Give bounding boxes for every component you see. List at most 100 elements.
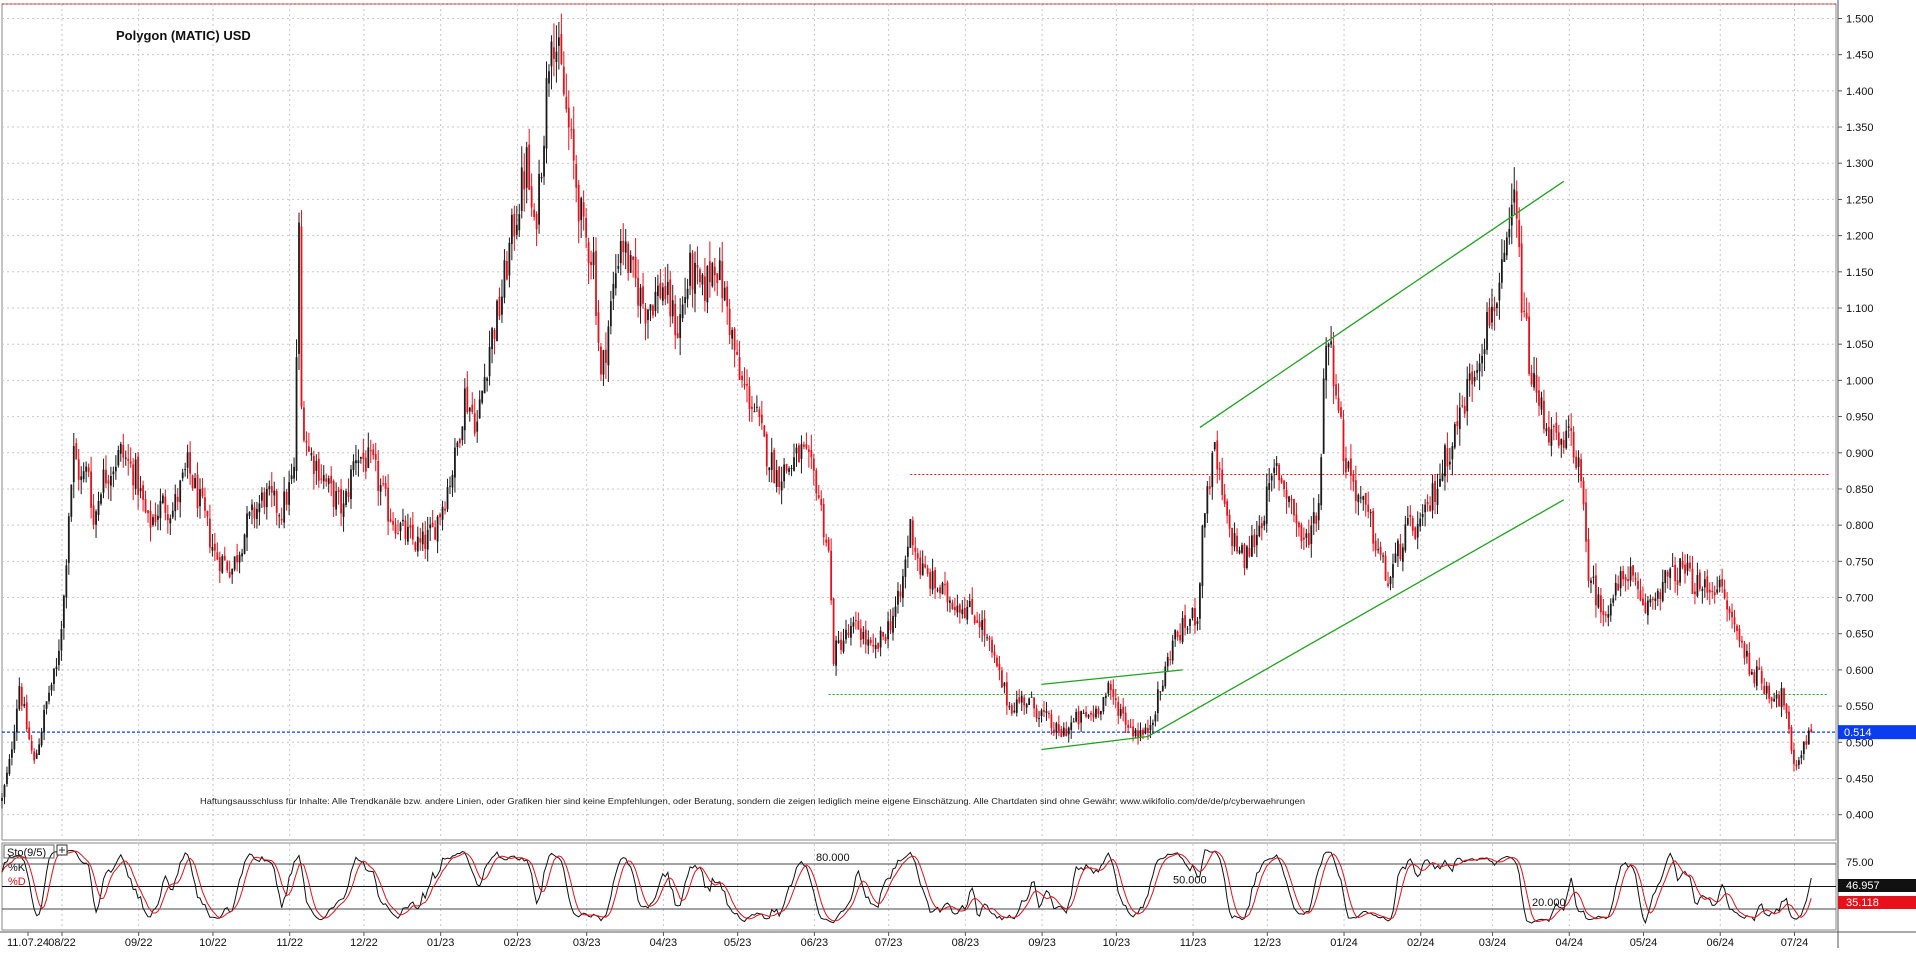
candle (1642, 586, 1644, 606)
candle (1107, 680, 1110, 697)
candle (206, 510, 209, 527)
candle (305, 431, 308, 456)
candle (652, 304, 654, 319)
candle (812, 453, 815, 486)
candle (1644, 593, 1647, 614)
candle (1092, 705, 1095, 723)
candle (1602, 599, 1605, 627)
candle (389, 508, 392, 523)
candle (1468, 363, 1471, 397)
candle (614, 254, 617, 296)
candle (1374, 533, 1377, 557)
candle (1555, 412, 1558, 440)
candle (659, 268, 662, 300)
candle (1748, 642, 1751, 677)
candle (1340, 401, 1342, 419)
candle (189, 441, 192, 485)
candle (1708, 582, 1711, 605)
candle (879, 626, 882, 657)
candle (1745, 644, 1748, 664)
candle (1273, 459, 1276, 489)
candle (1755, 660, 1758, 691)
candle (317, 451, 320, 488)
candle (545, 61, 548, 164)
candle (696, 246, 699, 285)
candle (1166, 652, 1169, 673)
candle (1226, 498, 1229, 524)
candle (1129, 718, 1132, 729)
candle (592, 236, 595, 280)
candle (243, 533, 246, 555)
candle (48, 685, 50, 705)
candle (320, 464, 323, 484)
candle (1100, 710, 1102, 721)
candle (1599, 588, 1602, 624)
candle (911, 516, 914, 556)
candle (679, 298, 682, 356)
candle (1476, 360, 1479, 381)
candle (357, 449, 360, 477)
x-tick-label: 05/23 (724, 937, 752, 948)
candle (946, 580, 949, 612)
candle (1592, 565, 1595, 585)
candle (1807, 727, 1810, 745)
candle (1718, 575, 1721, 593)
candle (869, 637, 872, 646)
candle (501, 279, 503, 323)
candle (1307, 519, 1310, 549)
candle (1674, 556, 1677, 593)
candle (1763, 678, 1766, 695)
candle (686, 278, 689, 308)
candle (15, 699, 18, 741)
candle (431, 510, 434, 528)
candle (528, 128, 531, 191)
candle (1458, 392, 1461, 446)
candle (736, 340, 738, 355)
candle (347, 478, 350, 503)
candle (951, 599, 954, 610)
candle (426, 516, 429, 562)
candle (941, 581, 944, 595)
x-tick-label: 03/23 (573, 937, 601, 948)
candle (1444, 443, 1446, 491)
candle (971, 587, 974, 616)
candle (1741, 635, 1743, 649)
x-axis: 11.07.24 08/22 09/22 10/22 11/22 12/22 01/23 02… (7, 932, 1808, 949)
stoch-level-label: 80.000 (816, 852, 850, 864)
candle (372, 443, 375, 460)
candle (1122, 697, 1125, 722)
candle (1085, 705, 1087, 719)
candle (862, 626, 865, 645)
candle (1538, 376, 1540, 417)
candle (114, 455, 117, 480)
candle (1250, 524, 1253, 558)
candle (1260, 516, 1263, 541)
candle (1194, 597, 1196, 634)
candle (671, 284, 674, 324)
candle (139, 476, 142, 499)
candle (508, 237, 511, 288)
candle (748, 377, 751, 422)
candle (1421, 504, 1424, 526)
y-tick-label: 1.200 (1846, 231, 1874, 243)
candle (1186, 626, 1189, 635)
candle (605, 332, 607, 379)
candle (100, 492, 102, 506)
candle (1337, 383, 1340, 414)
candle (72, 433, 75, 499)
candle (1327, 342, 1330, 366)
candle (892, 607, 894, 641)
candle (1679, 557, 1681, 586)
candle (303, 400, 305, 443)
candle (43, 704, 45, 741)
candle (204, 487, 206, 519)
candle (1666, 569, 1669, 589)
candle (241, 548, 243, 562)
candle (471, 392, 474, 415)
y-tick-label: 0.750 (1846, 556, 1874, 568)
candle (1233, 522, 1236, 552)
candle (557, 21, 560, 70)
candle (161, 493, 164, 505)
candle (570, 118, 573, 140)
candle (1295, 502, 1298, 537)
